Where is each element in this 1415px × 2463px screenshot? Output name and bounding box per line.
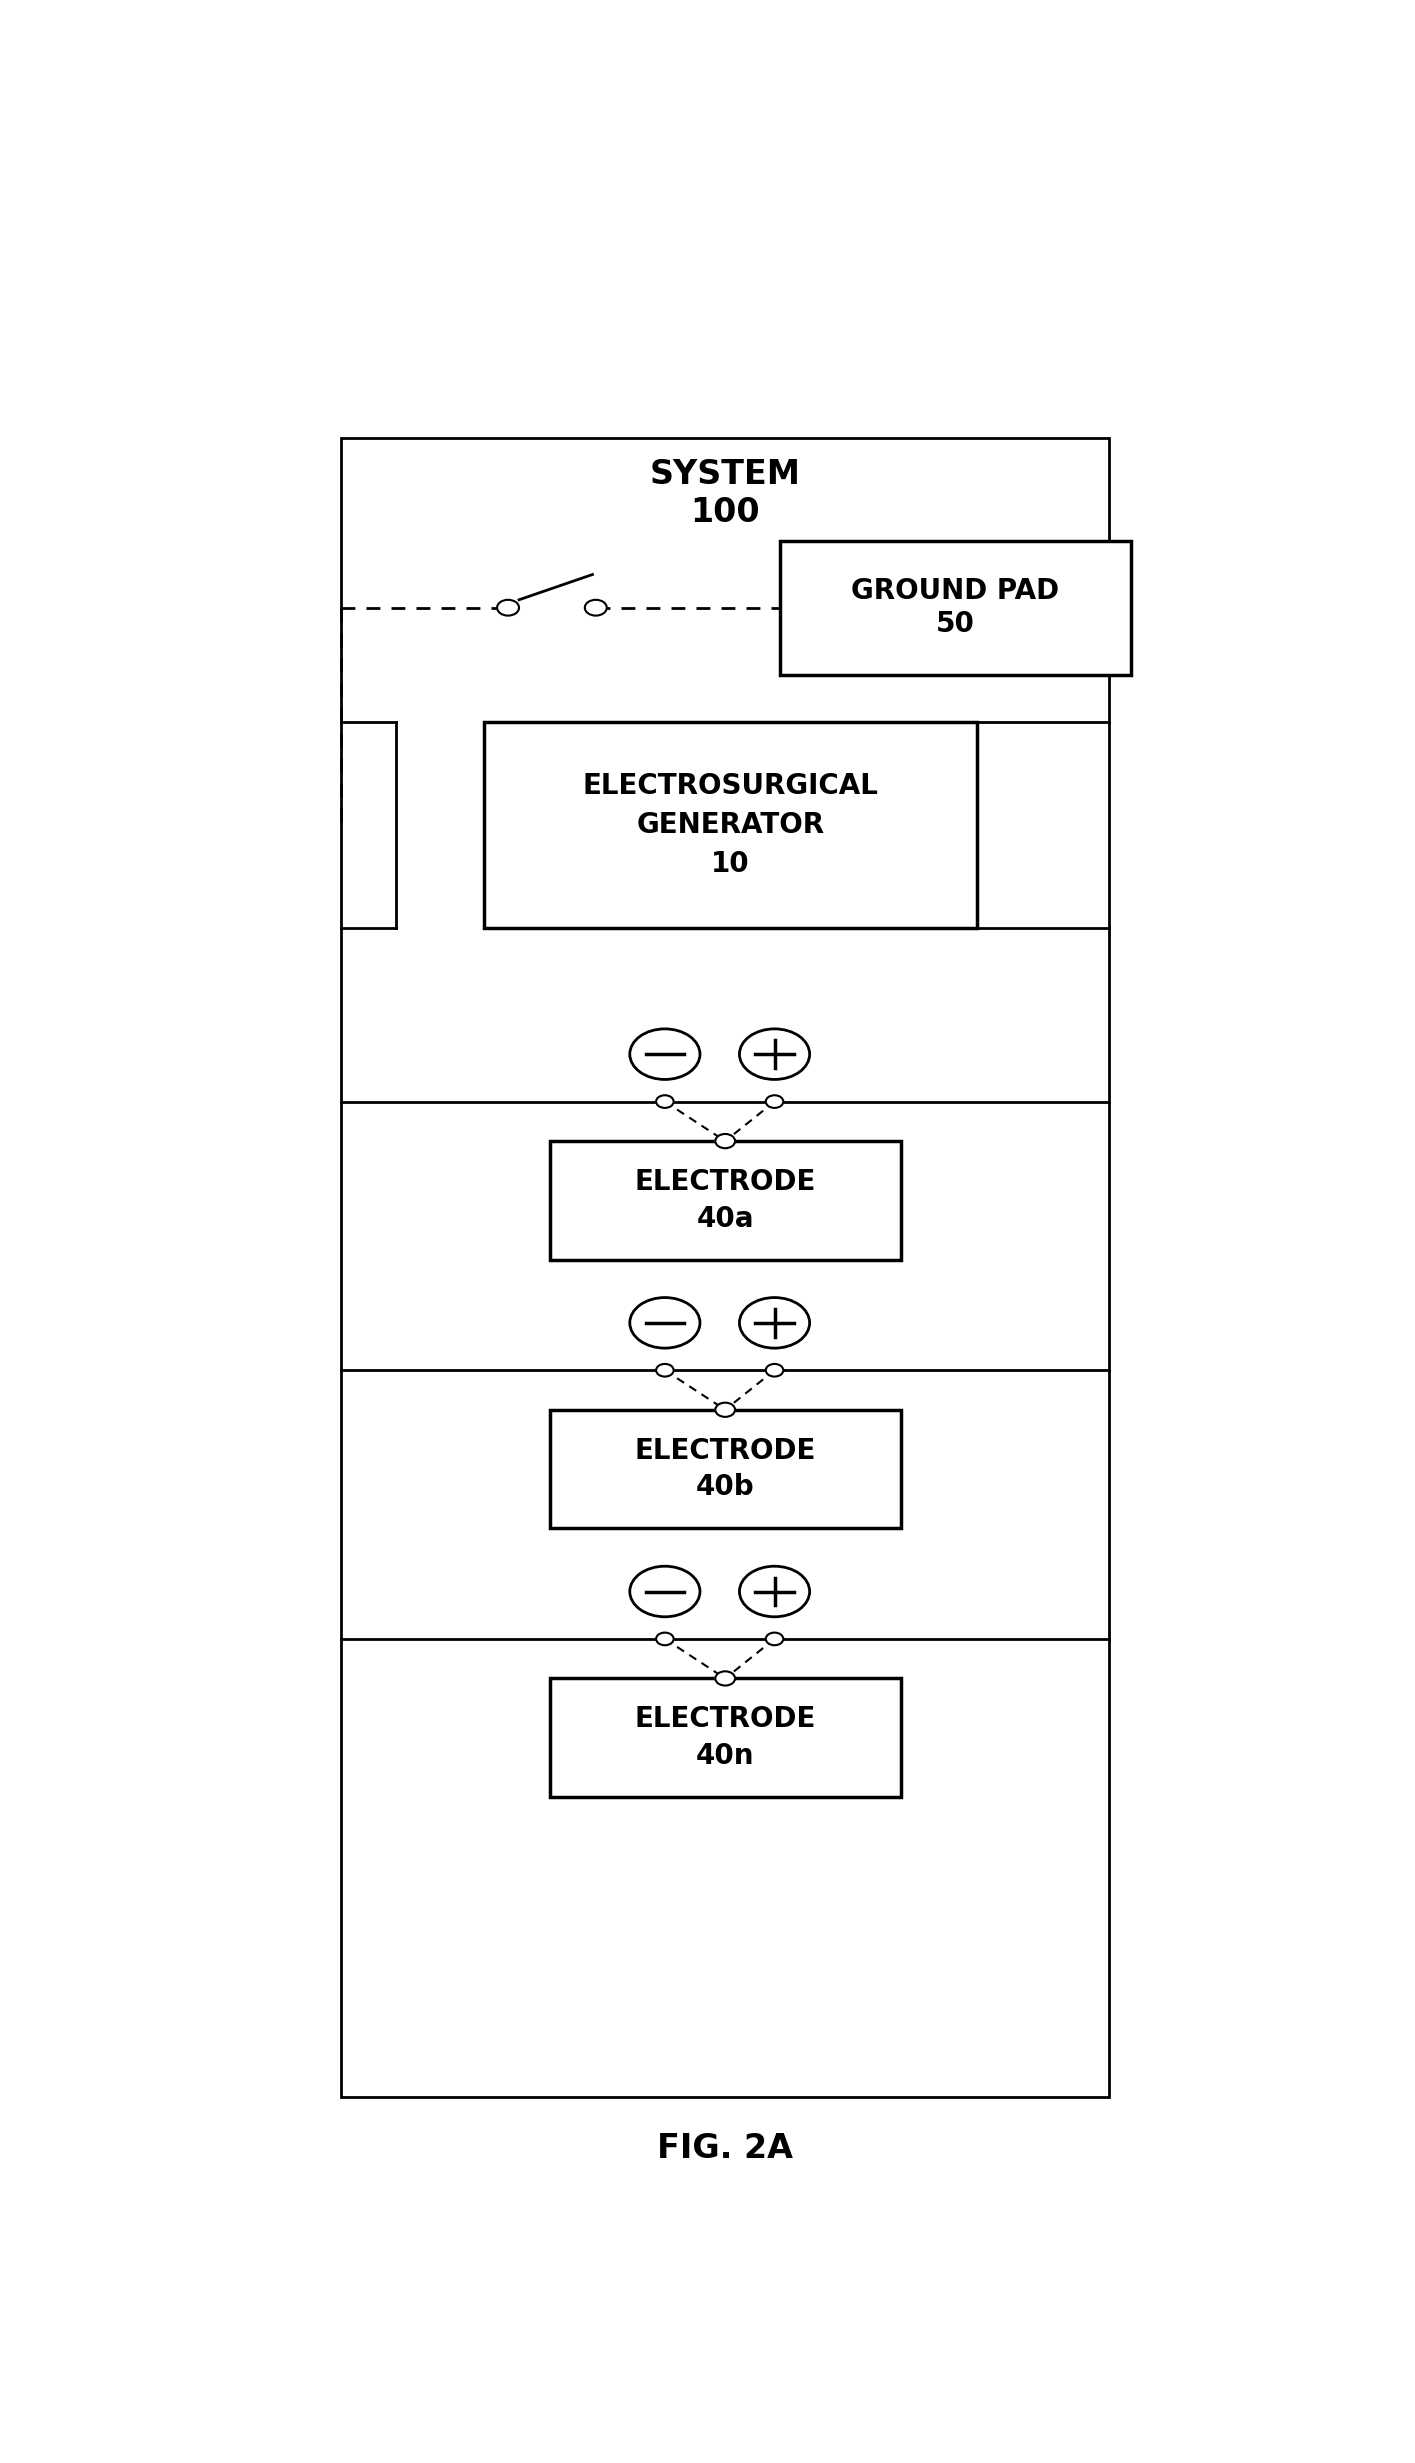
Circle shape [740, 1566, 809, 1616]
Circle shape [657, 1096, 674, 1108]
Text: GROUND PAD
50: GROUND PAD 50 [852, 576, 1060, 638]
Circle shape [584, 601, 607, 616]
Circle shape [630, 1566, 700, 1616]
Text: SYSTEM
100: SYSTEM 100 [649, 458, 801, 530]
Circle shape [630, 1030, 700, 1079]
Bar [549, 1140, 900, 1259]
Circle shape [740, 1030, 809, 1079]
Text: ELECTRODE
40b: ELECTRODE 40b [634, 1436, 816, 1502]
Circle shape [716, 1401, 734, 1416]
Text: ELECTRODE
40n: ELECTRODE 40n [634, 1704, 816, 1771]
Bar [484, 722, 978, 929]
Circle shape [657, 1633, 674, 1645]
Text: ELECTROSURGICAL
GENERATOR
10: ELECTROSURGICAL GENERATOR 10 [583, 771, 879, 877]
Circle shape [766, 1096, 784, 1108]
Bar [780, 539, 1131, 675]
Circle shape [657, 1365, 674, 1377]
Circle shape [497, 601, 519, 616]
Bar [341, 438, 1109, 2098]
Circle shape [716, 1672, 734, 1685]
Circle shape [716, 1133, 734, 1148]
Bar [549, 1409, 900, 1527]
Circle shape [766, 1365, 784, 1377]
Text: ELECTRODE
40a: ELECTRODE 40a [634, 1167, 816, 1234]
Text: FIG. 2A: FIG. 2A [657, 2133, 794, 2165]
Circle shape [766, 1633, 784, 1645]
Circle shape [740, 1298, 809, 1347]
Circle shape [630, 1298, 700, 1347]
Bar [549, 1677, 900, 1798]
